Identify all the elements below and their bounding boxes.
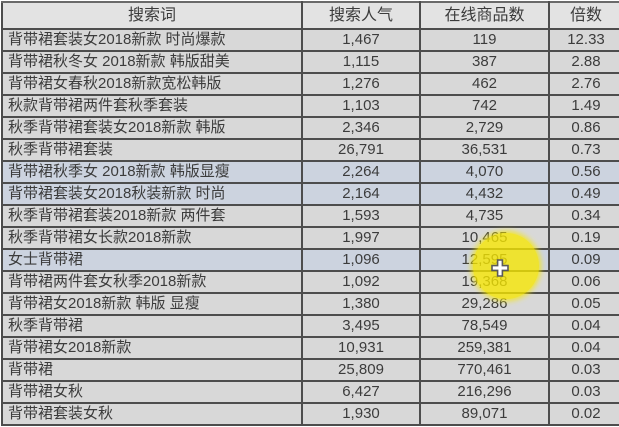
table-row: 背带裙女春秋2018新款宽松韩版 1,276 462 2.76 [1,72,619,96]
keyword-cell[interactable]: 秋季背带裙套装 [1,138,303,162]
popularity-cell[interactable]: 2,346 [301,116,421,140]
products-cell[interactable]: 119 [419,28,550,52]
popularity-cell[interactable]: 25,809 [301,358,421,382]
products-cell[interactable]: 2,729 [419,116,550,140]
keyword-cell[interactable]: 背带裙 [1,358,303,382]
ratio-cell[interactable]: 0.05 [548,292,619,316]
keyword-cell[interactable]: 背带裙女2018新款 [1,336,303,360]
keyword-cell[interactable]: 背带裙秋季女 2018新款 韩版显瘦 [1,160,303,184]
table-row: 背带裙 25,809 770,461 0.03 [1,358,619,382]
keyword-cell[interactable]: 秋款背带裙两件套秋季套装 [1,94,303,118]
ratio-cell[interactable]: 0.73 [548,138,619,162]
popularity-cell[interactable]: 1,593 [301,204,421,228]
ratio-cell[interactable]: 0.34 [548,204,619,228]
keyword-cell[interactable]: 背带裙两件套女秋季2018新款 [1,270,303,294]
table-body: 背带裙套装女2018新款 时尚爆款 1,467 119 12.33 背带裙秋冬女 201… [1,28,619,426]
products-cell[interactable]: 259,381 [419,336,550,360]
header-row: 搜索词 搜索人气 在线商品数 倍数 [1,1,619,30]
products-cell[interactable]: 4,070 [419,160,550,184]
ratio-cell[interactable]: 0.04 [548,336,619,360]
products-cell[interactable]: 4,735 [419,204,550,228]
popularity-cell[interactable]: 1,380 [301,292,421,316]
ratio-cell[interactable]: 0.09 [548,248,619,272]
table-row: 背带裙秋季女 2018新款 韩版显瘦 2,264 4,070 0.56 [1,160,619,184]
popularity-cell[interactable]: 1,092 [301,270,421,294]
popularity-cell[interactable]: 1,276 [301,72,421,96]
table-row: 背带裙女2018新款 10,931 259,381 0.04 [1,336,619,360]
col-header-popularity[interactable]: 搜索人气 [301,1,421,30]
products-cell[interactable]: 36,531 [419,138,550,162]
products-cell[interactable]: 742 [419,94,550,118]
table-row: 秋季背带裙套装 26,791 36,531 0.73 [1,138,619,162]
ratio-cell[interactable]: 0.86 [548,116,619,140]
col-header-ratio[interactable]: 倍数 [548,1,619,30]
popularity-cell[interactable]: 2,264 [301,160,421,184]
keyword-cell[interactable]: 秋季背带裙套装2018新款 两件套 [1,204,303,228]
table-row: 背带裙套装女2018新款 时尚爆款 1,467 119 12.33 [1,28,619,52]
table-header: 搜索词 搜索人气 在线商品数 倍数 [1,1,619,30]
popularity-cell[interactable]: 1,115 [301,50,421,74]
popularity-cell[interactable]: 1,103 [301,94,421,118]
products-cell[interactable]: 770,461 [419,358,550,382]
keyword-cell[interactable]: 背带裙套装女2018新款 时尚爆款 [1,28,303,52]
ratio-cell[interactable]: 12.33 [548,28,619,52]
table-row: 背带裙两件套女秋季2018新款 1,092 19,368 0.06 [1,270,619,294]
keyword-cell[interactable]: 背带裙套装女秋 [1,402,303,426]
ratio-cell[interactable]: 0.19 [548,226,619,250]
popularity-cell[interactable]: 6,427 [301,380,421,404]
table-row: 背带裙套装女秋 1,930 89,071 0.02 [1,402,619,426]
products-cell[interactable]: 78,549 [419,314,550,338]
ratio-cell[interactable]: 0.06 [548,270,619,294]
table-row: 秋季背带裙套装2018新款 两件套 1,593 4,735 0.34 [1,204,619,228]
table-row: 女士背带裙 1,096 12,595 0.09 [1,248,619,272]
popularity-cell[interactable]: 1,997 [301,226,421,250]
keyword-cell[interactable]: 背带裙秋冬女 2018新款 韩版甜美 [1,50,303,74]
keyword-cell[interactable]: 背带裙女2018新款 韩版 显瘦 [1,292,303,316]
products-cell[interactable]: 387 [419,50,550,74]
ratio-cell[interactable]: 0.02 [548,402,619,426]
ratio-cell[interactable]: 1.49 [548,94,619,118]
ratio-cell[interactable]: 0.56 [548,160,619,184]
table-row: 秋季背带裙 3,495 78,549 0.04 [1,314,619,338]
ratio-cell[interactable]: 2.88 [548,50,619,74]
table-row: 背带裙女秋 6,427 216,296 0.03 [1,380,619,404]
ratio-cell[interactable]: 0.03 [548,380,619,404]
products-cell[interactable]: 462 [419,72,550,96]
keyword-cell[interactable]: 秋季背带裙 [1,314,303,338]
keyword-cell[interactable]: 女士背带裙 [1,248,303,272]
ratio-cell[interactable]: 0.04 [548,314,619,338]
popularity-cell[interactable]: 10,931 [301,336,421,360]
table-row: 背带裙女2018新款 韩版 显瘦 1,380 29,286 0.05 [1,292,619,316]
popularity-cell[interactable]: 26,791 [301,138,421,162]
products-cell[interactable]: 10,465 [419,226,550,250]
ratio-cell[interactable]: 0.49 [548,182,619,206]
products-cell[interactable]: 216,296 [419,380,550,404]
popularity-cell[interactable]: 1,096 [301,248,421,272]
popularity-cell[interactable]: 3,495 [301,314,421,338]
products-cell[interactable]: 89,071 [419,402,550,426]
table-row: 背带裙套装女2018秋装新款 时尚 2,164 4,432 0.49 [1,182,619,206]
keyword-cell[interactable]: 秋季背带裙女长款2018新款 [1,226,303,250]
ratio-cell[interactable]: 0.03 [548,358,619,382]
products-cell[interactable]: 4,432 [419,182,550,206]
ratio-cell[interactable]: 2.76 [548,72,619,96]
products-cell[interactable]: 12,595 [419,248,550,272]
keyword-cell[interactable]: 背带裙套装女2018秋装新款 时尚 [1,182,303,206]
popularity-cell[interactable]: 1,467 [301,28,421,52]
col-header-keyword[interactable]: 搜索词 [1,1,303,30]
popularity-cell[interactable]: 2,164 [301,182,421,206]
table-row: 秋季背带裙套装女2018新款 韩版 2,346 2,729 0.86 [1,116,619,140]
keyword-cell[interactable]: 背带裙女春秋2018新款宽松韩版 [1,72,303,96]
table-row: 背带裙秋冬女 2018新款 韩版甜美 1,115 387 2.88 [1,50,619,74]
popularity-cell[interactable]: 1,930 [301,402,421,426]
col-header-products[interactable]: 在线商品数 [419,1,550,30]
table-row: 秋款背带裙两件套秋季套装 1,103 742 1.49 [1,94,619,118]
table-row: 秋季背带裙女长款2018新款 1,997 10,465 0.19 [1,226,619,250]
products-cell[interactable]: 29,286 [419,292,550,316]
keyword-cell[interactable]: 背带裙女秋 [1,380,303,404]
products-cell[interactable]: 19,368 [419,270,550,294]
keyword-cell[interactable]: 秋季背带裙套装女2018新款 韩版 [1,116,303,140]
